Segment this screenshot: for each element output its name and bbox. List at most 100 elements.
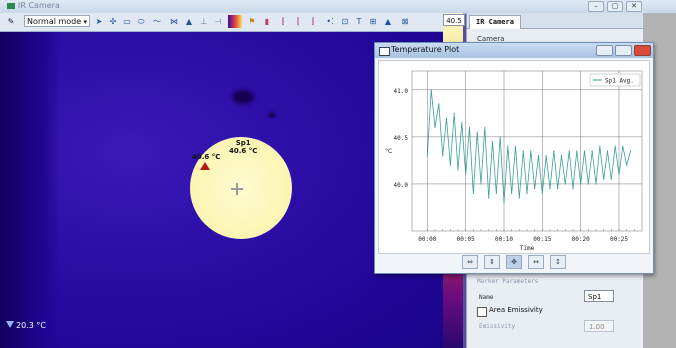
plot-frame	[411, 70, 643, 232]
data-point	[622, 145, 624, 147]
alarm-icon[interactable]: ▲	[384, 17, 392, 26]
minimize-icon[interactable]: –	[588, 1, 604, 12]
min-temp-value: 20.3 °C	[16, 321, 46, 330]
toolbar: ✎ Normal mode ▾ ➤ ✣ ▭ ⬭ 〜 ⋈ ▲ ⊥ ⊣ ⚑ ▮ ⫿ …	[0, 13, 443, 32]
line-tool-icon[interactable]: 〜	[153, 17, 161, 26]
pin-icon[interactable]: ✎	[7, 17, 15, 26]
data-point	[514, 145, 517, 147]
data-point	[534, 188, 536, 190]
data-point	[468, 126, 471, 129]
data-point	[522, 150, 524, 152]
data-point	[511, 192, 513, 194]
data-point	[591, 150, 593, 152]
data-point	[442, 155, 444, 157]
auto-adjust-icon[interactable]: ⚑	[248, 17, 256, 26]
zoom-all-icon[interactable]: ✥	[506, 255, 522, 269]
name-field[interactable]: Sp1	[584, 290, 614, 302]
data-point	[576, 150, 578, 152]
data-point	[434, 126, 436, 129]
mode-select-value: Normal mode	[27, 17, 82, 26]
polyline-tool-icon[interactable]: ⋈	[170, 17, 178, 26]
data-point	[438, 103, 440, 105]
plot-titlebar: Temperature Plot	[375, 43, 653, 58]
range-icon-2[interactable]: ⫿	[296, 17, 300, 26]
isotherm-icon[interactable]: ⊣	[214, 17, 222, 26]
x-tick-label: 00:15	[533, 236, 551, 243]
x-tick-label: 00:25	[610, 236, 628, 243]
y-axis-label: °C	[385, 148, 392, 155]
data-point	[599, 145, 601, 147]
plot-window-title: Temperature Plot	[391, 45, 460, 54]
minimize-icon[interactable]	[596, 45, 613, 56]
data-point	[564, 183, 566, 185]
plot-area[interactable]: 40.0 40.5 41.0 00:00 00:05 00:10 00:15 00:20 00:…	[378, 60, 650, 254]
legend-label: Sp1 Avg.	[605, 78, 634, 85]
crosshair-icon[interactable]	[231, 183, 243, 195]
zoom-vertical-icon[interactable]: ↕	[550, 255, 566, 269]
range-icon-3[interactable]: ⫿	[311, 17, 315, 26]
maximize-icon[interactable]: ▢	[607, 1, 623, 12]
marker-parameters-heading: Marker Parameters	[477, 278, 539, 285]
data-point	[461, 122, 463, 124]
data-point	[572, 188, 574, 190]
camera-row-label: Camera	[477, 35, 505, 43]
data-point	[560, 155, 563, 157]
x-axis-label: Time	[520, 245, 535, 252]
area-emissivity-checkbox[interactable]	[477, 307, 487, 317]
data-point	[595, 183, 597, 185]
maximize-icon[interactable]	[615, 45, 632, 56]
pan-left-icon[interactable]: ⇔	[462, 255, 478, 269]
data-point	[484, 126, 486, 129]
box-tool-icon[interactable]: ▭	[123, 17, 131, 26]
min-marker-icon	[6, 321, 14, 328]
name-label: Name	[479, 294, 494, 301]
tab-ir-camera[interactable]: IR Camera	[469, 15, 521, 29]
triangle-tool-icon[interactable]: ▲	[185, 17, 193, 26]
x-tick-label: 00:05	[457, 236, 475, 243]
text-tool-icon[interactable]: T	[356, 17, 362, 26]
data-point	[603, 178, 605, 180]
data-point	[537, 155, 540, 157]
data-point	[610, 178, 612, 180]
cold-spot-small	[268, 112, 276, 118]
data-point	[507, 145, 509, 147]
zoom-horizontal-icon[interactable]: ↔	[528, 255, 544, 269]
close-icon[interactable]	[634, 45, 651, 56]
pan-vertical-icon[interactable]: ⇕	[484, 255, 500, 269]
data-point	[449, 164, 451, 166]
y-tick-label: 41.0	[394, 88, 409, 95]
data-point	[583, 150, 586, 152]
spot-temp: 40.6 °C	[229, 147, 258, 155]
dots-icon[interactable]: •⁚	[326, 17, 334, 26]
data-point	[491, 140, 494, 143]
zoom-fit-icon[interactable]: ⊠	[401, 17, 409, 26]
delta-icon[interactable]: ⊥	[200, 17, 208, 26]
series-line	[426, 89, 631, 203]
data-point	[472, 192, 474, 194]
data-point	[629, 150, 632, 152]
y-tick-label: 40.5	[394, 135, 409, 142]
legend-box	[589, 73, 641, 87]
data-point	[445, 117, 448, 119]
window-title: IR Camera	[18, 1, 60, 10]
close-icon[interactable]: ✕	[626, 1, 642, 12]
scale-max-value[interactable]: 40.5	[443, 14, 465, 26]
app-icon	[7, 3, 15, 9]
fit-icon[interactable]: ⊡	[341, 17, 349, 26]
circle-tool-icon[interactable]: ⬭	[137, 17, 145, 26]
mode-select[interactable]: Normal mode ▾	[24, 15, 90, 27]
spot-tool-icon[interactable]: ✣	[109, 17, 117, 26]
data-point	[614, 145, 616, 147]
data-point	[587, 183, 589, 185]
data-point	[499, 136, 501, 138]
data-point	[580, 183, 582, 185]
emissivity-field[interactable]: 1.00	[584, 320, 614, 332]
data-point	[626, 164, 628, 166]
data-point	[476, 131, 478, 133]
pointer-icon[interactable]: ➤	[95, 17, 103, 26]
image-mode-icon[interactable]: ▮	[264, 17, 270, 26]
grid-icon[interactable]: ⊞	[369, 17, 377, 26]
palette-icon[interactable]	[228, 15, 242, 28]
range-icon-1[interactable]: ⫿	[281, 17, 285, 26]
data-point	[545, 155, 547, 157]
